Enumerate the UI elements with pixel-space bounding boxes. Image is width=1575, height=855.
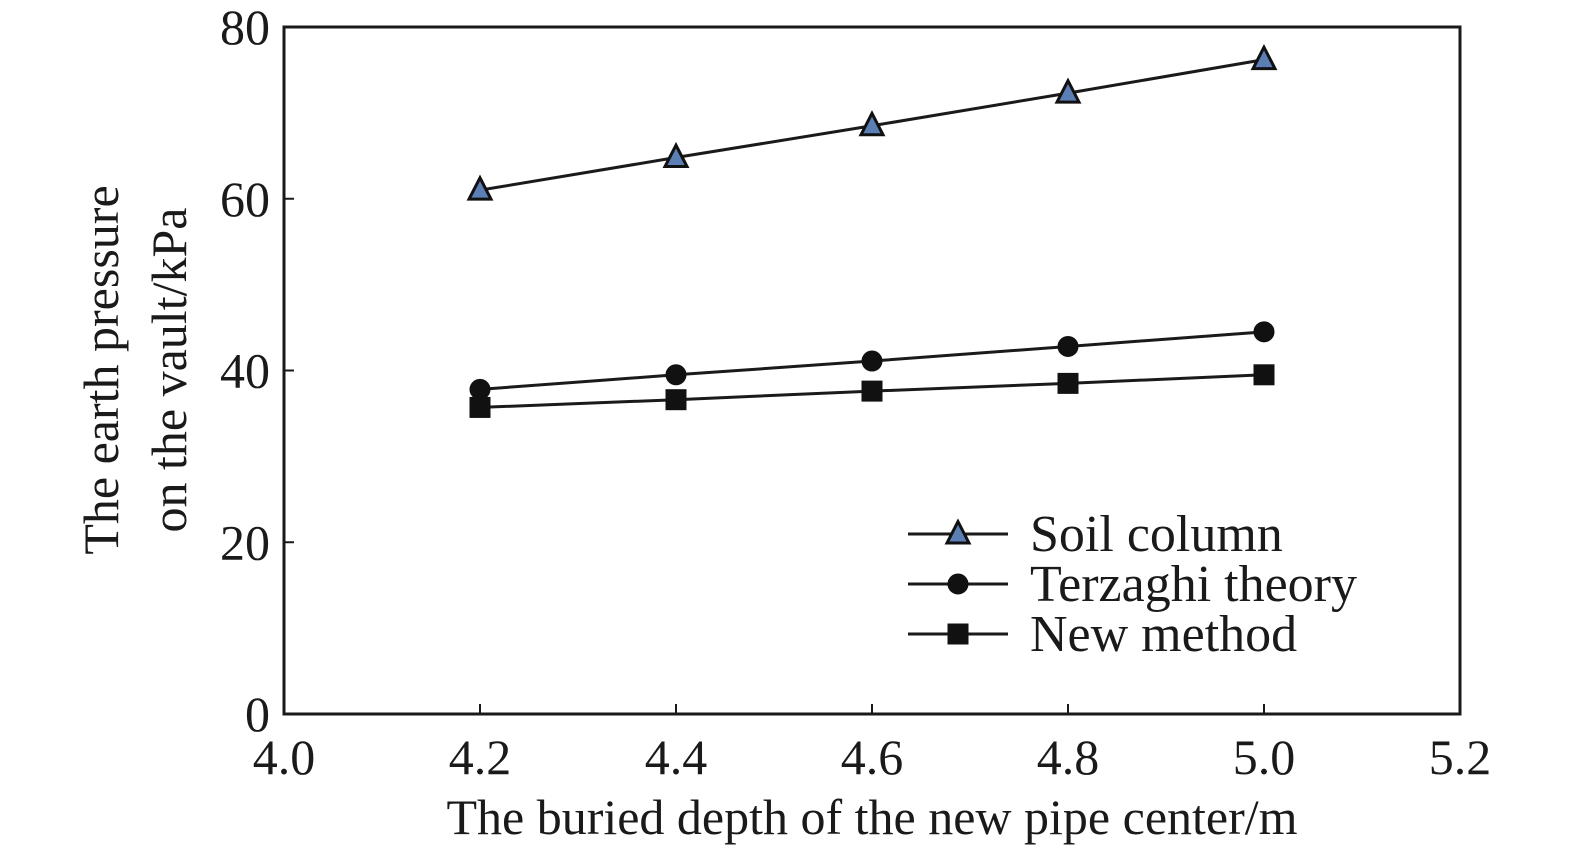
- x-tick-label: 4.2: [449, 729, 512, 785]
- data-point-soil-column: [1054, 77, 1082, 104]
- data-point-new-method: [469, 396, 491, 418]
- y-tick-label: 80: [220, 0, 270, 55]
- data-point-terzaghi-theory: [1057, 335, 1079, 357]
- y-tick-label: 20: [220, 514, 270, 570]
- series-terzaghi-theory: [469, 321, 1275, 400]
- y-axis-label-line-1: The earth pressure: [73, 185, 129, 554]
- y-tick-label: 60: [220, 171, 270, 227]
- data-point-new-method: [1253, 364, 1275, 386]
- series-soil-column: [466, 43, 1278, 201]
- x-tick-label: 4.6: [841, 729, 904, 785]
- legend-label: Terzaghi theory: [1030, 556, 1357, 613]
- x-tick-label: 5.0: [1233, 729, 1296, 785]
- data-point-new-method: [861, 380, 883, 402]
- x-axis-label: The buried depth of the new pipe center/…: [446, 789, 1297, 845]
- data-point-soil-column: [466, 174, 494, 201]
- x-tick-label: 4.0: [253, 729, 316, 785]
- y-axis-label-line-2: on the vault/kPa: [141, 208, 197, 533]
- x-tick-label: 5.2: [1429, 729, 1492, 785]
- series-group: [466, 43, 1278, 418]
- legend-item-new-method: New method: [908, 606, 1297, 663]
- legend-marker: [947, 623, 969, 645]
- data-point-soil-column: [858, 110, 886, 137]
- data-point-new-method: [665, 389, 687, 411]
- legend-marker: [947, 573, 969, 595]
- series-new-method: [469, 364, 1275, 418]
- data-point-terzaghi-theory: [861, 350, 883, 372]
- x-tick-label: 4.8: [1037, 729, 1100, 785]
- y-tick-label: 40: [220, 343, 270, 399]
- data-point-terzaghi-theory: [469, 378, 491, 400]
- legend-marker: [944, 518, 972, 545]
- x-tick-label: 4.4: [645, 729, 708, 785]
- x-axis: 4.0 4.2 4.4 4.6 4.8 5.0 5.2: [253, 704, 1492, 785]
- data-point-soil-column: [662, 141, 690, 169]
- data-point-terzaghi-theory: [665, 364, 687, 386]
- data-point-new-method: [1057, 372, 1079, 394]
- y-axis: 0 20 40 60 80: [220, 0, 294, 742]
- legend-label: Soil column: [1030, 506, 1283, 563]
- legend-item-soil-column: Soil column: [908, 506, 1283, 563]
- legend-item-terzaghi-theory: Terzaghi theory: [908, 556, 1357, 613]
- legend-label: New method: [1030, 606, 1297, 663]
- data-point-soil-column: [1250, 43, 1278, 71]
- data-point-terzaghi-theory: [1253, 321, 1275, 343]
- y-tick-label: 0: [245, 686, 270, 742]
